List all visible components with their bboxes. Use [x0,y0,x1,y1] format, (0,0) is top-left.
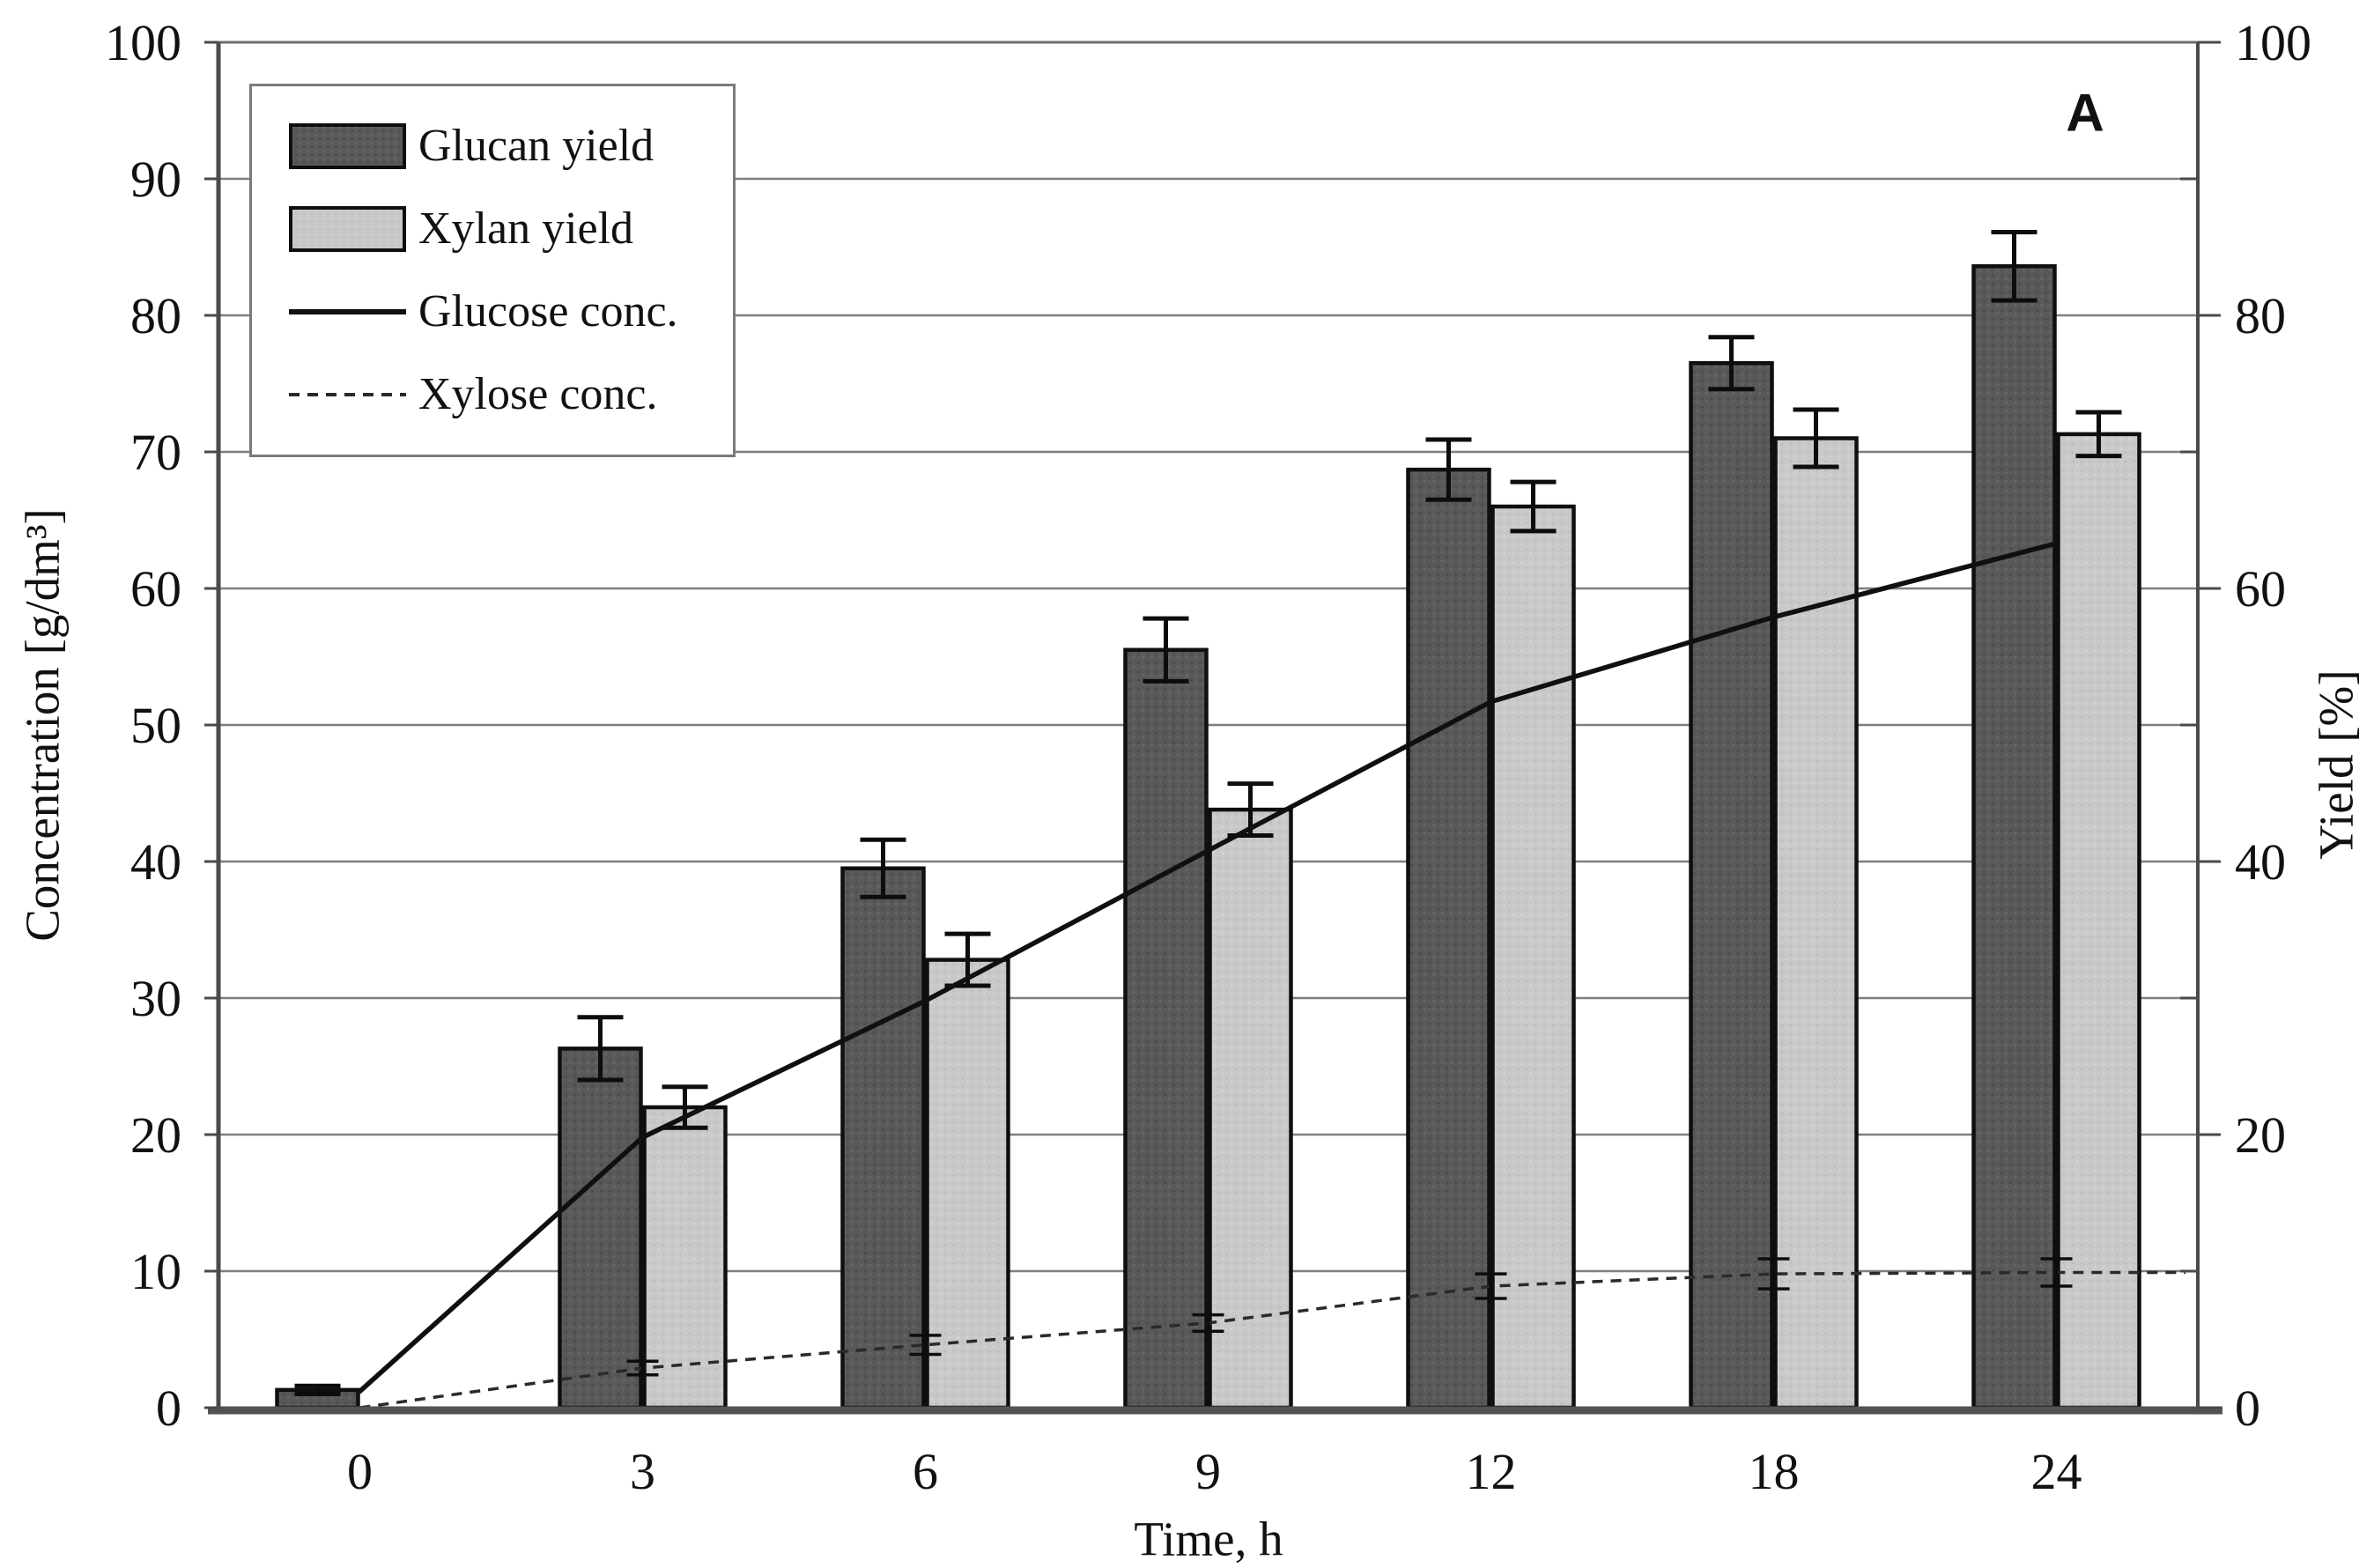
y-left-tick-label: 100 [105,14,181,71]
legend-item-glucan-yield: Glucan yield [289,123,733,169]
legend-label: Xylose conc. [418,369,658,419]
y-left-tick-label: 90 [130,151,181,208]
y-right-tick-label: 20 [2235,1106,2286,1164]
xylan-bar-swatch-icon [289,206,406,252]
y-left-axis-title: Concentration [g/dm³] [15,508,70,942]
y-right-tick-label: 0 [2235,1379,2260,1437]
bar-glucan-24h [1971,263,2057,1410]
y-left-tick-label: 0 [156,1379,181,1437]
legend-label: Glucan yield [418,121,655,171]
bar-glucan-18h [1689,361,1774,1410]
x-tick-label: 12 [1466,1443,1517,1500]
y-right-tick-label: 80 [2235,287,2286,344]
legend-item-xylan-yield: Xylan yield [289,206,733,252]
y-right-tick-label: 60 [2235,560,2286,618]
bar-glucan-6h [840,866,926,1410]
y-left-tick-label: 80 [130,287,181,344]
y-left-tick-label: 40 [130,833,181,891]
y-left-tick-label: 30 [130,970,181,1027]
legend-item-xylose-conc: Xylose conc. [289,372,733,418]
legend-item-glucose-conc: Glucose conc. [289,289,733,335]
y-right-axis-title: Yield [%] [2309,669,2363,860]
y-left-tick-label: 10 [130,1243,181,1300]
x-tick-label: 24 [2031,1443,2082,1500]
x-tick-label: 3 [630,1443,655,1500]
x-axis-title: Time, h [1134,1512,1283,1566]
y-right-tick-label: 100 [2235,14,2311,71]
legend: Glucan yield Xylan yield Glucose conc. X… [249,84,736,457]
glucan-bar-swatch-icon [289,123,406,169]
x-tick-label: 18 [1749,1443,1800,1500]
x-tick-label: 9 [1195,1443,1221,1500]
y-left-tick-label: 60 [130,560,181,618]
x-tick-label: 6 [913,1443,938,1500]
y-left-tick-label: 50 [130,697,181,754]
y-right-tick-label: 40 [2235,833,2286,891]
dashed-line-swatch-icon [289,393,406,396]
xylose-line [359,1270,2185,1409]
y-left-tick-label: 70 [130,424,181,481]
legend-label: Glucose conc. [418,286,678,337]
y-left-tick-label: 20 [130,1106,181,1164]
panel-letter-label: A [2066,83,2104,143]
bar-xylan-18h [1773,436,1859,1410]
legend-label: Xylan yield [418,203,634,254]
bar-xylan-24h [2056,432,2141,1410]
bar-glucan-9h [1123,647,1209,1410]
bar-glucan-3h [558,1047,643,1410]
glucose-line [357,541,2060,1394]
bar-xylan-6h [925,958,1010,1410]
bar-glucan-12h [1406,467,1491,1410]
solid-line-swatch-icon [289,309,406,314]
bar-xylan-9h [1208,807,1293,1410]
x-tick-label: 0 [347,1443,373,1500]
